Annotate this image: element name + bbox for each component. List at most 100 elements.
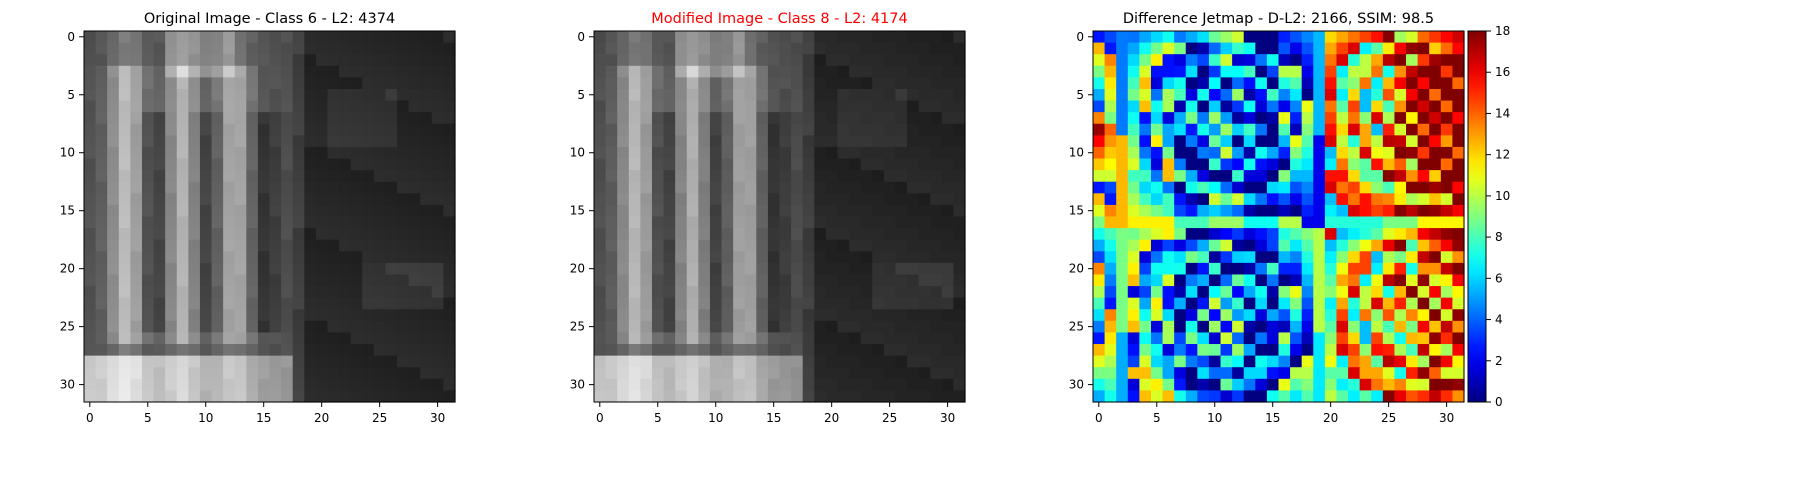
- heatmap-cell: [791, 170, 804, 183]
- heatmap-cell: [791, 367, 804, 380]
- heatmap-cell: [1139, 344, 1152, 357]
- heatmap-cell: [1255, 309, 1268, 322]
- heatmap-cell: [1313, 170, 1326, 183]
- heatmap-cell: [930, 77, 943, 90]
- heatmap-cell: [849, 344, 862, 357]
- heatmap-cell: [849, 274, 862, 287]
- heatmap-cell: [709, 158, 723, 171]
- heatmap-cell: [211, 88, 224, 102]
- heatmap-cell: [756, 112, 769, 125]
- heatmap-cell: [141, 286, 155, 299]
- heatmap-cell: [1440, 216, 1454, 229]
- heatmap-cell: [315, 158, 329, 171]
- heatmap-cell: [1440, 390, 1454, 403]
- heatmap-cell: [605, 355, 618, 368]
- heatmap-cell: [1429, 286, 1442, 299]
- heatmap-cell: [698, 228, 711, 241]
- heatmap-cell: [199, 332, 213, 345]
- heatmap-cell: [802, 274, 815, 287]
- heatmap-cell: [802, 123, 815, 136]
- heatmap-cell: [1371, 274, 1384, 287]
- heatmap-cell: [141, 100, 155, 113]
- heatmap-cell: [385, 355, 398, 368]
- heatmap-cell: [802, 239, 815, 252]
- heatmap-cell: [895, 65, 908, 78]
- heatmap-cell: [304, 65, 317, 78]
- heatmap-cell: [605, 344, 618, 357]
- heatmap-cell: [153, 135, 166, 148]
- heatmap-cell: [1243, 77, 1256, 90]
- heatmap-cell: [118, 390, 131, 403]
- heatmap-cell: [767, 320, 781, 334]
- heatmap-cell: [385, 170, 398, 183]
- heatmap-cell: [1452, 320, 1465, 334]
- heatmap-cell: [640, 112, 653, 125]
- heatmap-cell: [257, 193, 271, 206]
- heatmap-cell: [1336, 100, 1349, 113]
- heatmap-cell: [223, 332, 236, 345]
- heatmap-cell: [281, 100, 294, 113]
- heatmap-cell: [1197, 100, 1210, 113]
- heatmap-cell: [141, 390, 155, 403]
- heatmap-cell: [188, 274, 201, 287]
- heatmap-cell: [350, 54, 363, 67]
- heatmap-cell: [1394, 332, 1407, 345]
- heatmap-cell: [397, 228, 410, 241]
- heatmap-cell: [930, 123, 943, 136]
- heatmap-cell: [1406, 309, 1419, 322]
- heatmap-cell: [95, 54, 108, 67]
- heatmap-cell: [1290, 251, 1303, 264]
- heatmap-cell: [744, 158, 757, 171]
- heatmap-cell: [837, 274, 850, 287]
- heatmap-cell: [211, 54, 224, 67]
- heatmap-cell: [1104, 54, 1117, 67]
- original-image-xtick-label: 25: [372, 411, 387, 425]
- heatmap-cell: [594, 355, 607, 368]
- heatmap-cell: [95, 251, 108, 264]
- heatmap-cell: [698, 135, 711, 148]
- heatmap-cell: [930, 320, 943, 334]
- heatmap-cell: [1452, 204, 1465, 218]
- heatmap-cell: [1313, 31, 1326, 44]
- heatmap-cell: [837, 31, 850, 44]
- heatmap-cell: [1348, 239, 1361, 252]
- heatmap-cell: [234, 100, 247, 113]
- heatmap-cell: [1266, 309, 1280, 322]
- heatmap-cell: [211, 204, 224, 218]
- heatmap-cell: [304, 309, 317, 322]
- heatmap-cell: [1290, 297, 1303, 310]
- heatmap-cell: [1093, 344, 1106, 357]
- heatmap-cell: [698, 42, 711, 55]
- heatmap-cell: [617, 309, 630, 322]
- heatmap-cell: [814, 216, 827, 229]
- heatmap-cell: [1093, 181, 1106, 194]
- heatmap-cell: [84, 320, 97, 334]
- modified-image-xtick-label: 25: [882, 411, 897, 425]
- heatmap-cell: [1255, 193, 1268, 206]
- heatmap-cell: [802, 216, 815, 229]
- heatmap-cell: [1185, 309, 1198, 322]
- heatmap-cell: [350, 309, 363, 322]
- heatmap-cell: [1243, 239, 1256, 252]
- heatmap-cell: [686, 88, 699, 102]
- heatmap-cell: [223, 228, 236, 241]
- heatmap-cell: [1093, 135, 1106, 148]
- heatmap-cell: [1417, 355, 1430, 368]
- heatmap-cell: [420, 251, 433, 264]
- heatmap-cell: [1452, 42, 1465, 55]
- heatmap-cell: [1313, 42, 1326, 55]
- heatmap-cell: [1417, 181, 1430, 194]
- heatmap-cell: [362, 262, 375, 276]
- heatmap-cell: [408, 181, 421, 194]
- heatmap-cell: [721, 158, 734, 171]
- heatmap-cell: [1336, 228, 1349, 241]
- heatmap-cell: [617, 158, 630, 171]
- heatmap-cell: [744, 251, 757, 264]
- heatmap-cell: [872, 332, 885, 345]
- heatmap-cell: [420, 65, 433, 78]
- heatmap-cell: [744, 274, 757, 287]
- heatmap-cell: [651, 170, 665, 183]
- heatmap-cell: [1185, 355, 1198, 368]
- heatmap-cell: [350, 77, 363, 90]
- heatmap-cell: [802, 367, 815, 380]
